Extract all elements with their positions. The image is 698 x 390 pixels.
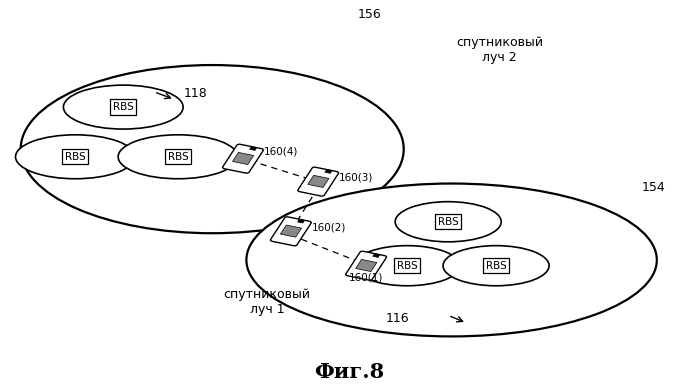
Ellipse shape: [64, 85, 183, 129]
Text: 154: 154: [641, 181, 665, 194]
Bar: [281, 225, 302, 237]
Text: RBS: RBS: [486, 261, 507, 271]
Ellipse shape: [443, 246, 549, 286]
Bar: [297, 219, 304, 223]
Bar: [325, 170, 332, 173]
Text: 160(1): 160(1): [349, 272, 383, 282]
Bar: [232, 152, 253, 165]
Text: RBS: RBS: [438, 217, 459, 227]
Ellipse shape: [15, 135, 135, 179]
Text: RBS: RBS: [113, 102, 133, 112]
Ellipse shape: [354, 246, 460, 286]
Text: RBS: RBS: [65, 152, 86, 162]
Text: Фиг.8: Фиг.8: [314, 362, 384, 382]
Bar: [373, 254, 380, 257]
Text: спутниковый
луч 2: спутниковый луч 2: [456, 36, 543, 64]
Bar: [308, 176, 329, 188]
FancyBboxPatch shape: [223, 144, 263, 173]
Text: спутниковый
луч 1: спутниковый луч 1: [223, 288, 311, 316]
Ellipse shape: [246, 184, 657, 337]
Text: RBS: RBS: [168, 152, 188, 162]
Text: 160(4): 160(4): [264, 146, 298, 156]
Text: 116: 116: [385, 312, 409, 324]
FancyBboxPatch shape: [346, 251, 387, 280]
FancyBboxPatch shape: [270, 217, 311, 246]
FancyBboxPatch shape: [298, 167, 339, 196]
Bar: [250, 147, 257, 151]
Text: 160(3): 160(3): [339, 173, 373, 183]
Text: 118: 118: [184, 87, 207, 100]
Text: RBS: RBS: [396, 261, 417, 271]
Text: 156: 156: [357, 8, 381, 21]
Ellipse shape: [21, 65, 403, 233]
Ellipse shape: [118, 135, 238, 179]
Ellipse shape: [395, 202, 501, 242]
Text: 160(2): 160(2): [311, 222, 346, 232]
Bar: [356, 259, 377, 271]
